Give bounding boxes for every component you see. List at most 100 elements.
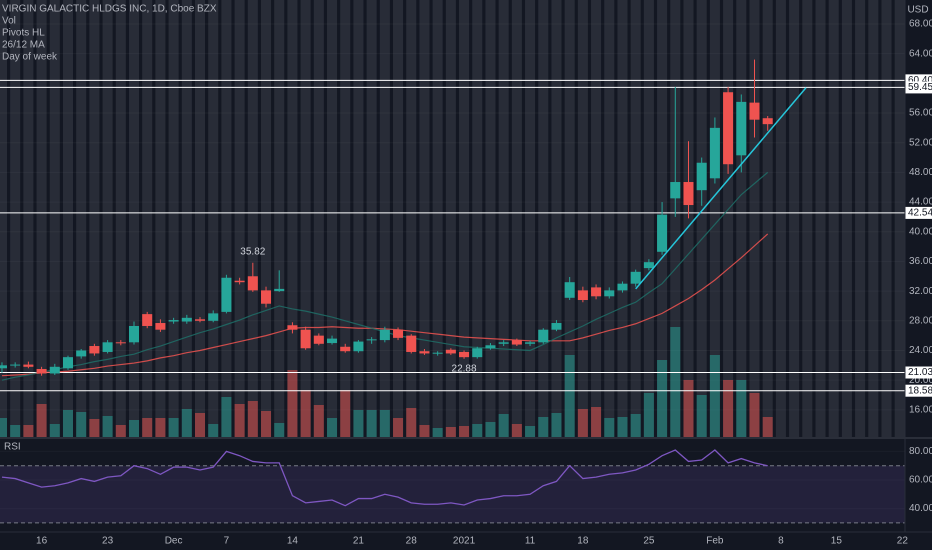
x-tick-label: 7 [224, 536, 230, 547]
candle-body [221, 277, 232, 312]
legend-entry: Pivots HL [2, 28, 45, 39]
y-tick-label: 68.00 [909, 19, 932, 30]
x-tick-label: Feb [706, 536, 724, 547]
day-stripe [366, 0, 377, 437]
candle-body [327, 338, 338, 344]
candle-body [181, 317, 192, 322]
day-stripe [76, 0, 87, 437]
volume-bar [10, 425, 21, 437]
candle-body [155, 323, 166, 330]
candle-body [511, 340, 522, 345]
day-stripe [855, 0, 866, 437]
day-stripe [287, 0, 298, 437]
y-tick-label: 20.00 [909, 375, 932, 386]
candle-body [49, 366, 60, 374]
day-stripe [10, 0, 21, 437]
pivot-label-box [905, 81, 932, 94]
candle-body [604, 290, 615, 297]
volume-bar [485, 422, 496, 437]
day-stripe [181, 0, 192, 437]
candle-body [657, 214, 668, 252]
volume-bar [604, 418, 615, 437]
day-stripe [564, 0, 575, 437]
candle-body [313, 335, 324, 344]
candle-body [0, 365, 7, 369]
price-annotation: 35.82 [240, 246, 265, 257]
day-stripe [775, 0, 786, 437]
day-stripe [221, 0, 232, 437]
day-stripe [142, 0, 153, 437]
day-stripe [670, 0, 681, 437]
volume-bar [723, 380, 734, 437]
pivot-label-box [905, 206, 932, 219]
candle-body [366, 339, 377, 341]
candle-body [128, 325, 140, 343]
day-stripe [815, 0, 826, 437]
candle-body [340, 346, 351, 352]
day-stripe [696, 0, 707, 437]
rsi-pane [0, 449, 905, 524]
candle-body [194, 319, 206, 321]
day-stripe [49, 0, 60, 437]
legend-entry: Day of week [2, 52, 58, 63]
day-stripe [538, 0, 549, 437]
volume-bar [76, 412, 87, 437]
axes: 16.00 20.00 24.00 28.00 32.00 36.00 40.00 44.00… [36, 19, 932, 547]
day-stripe [168, 0, 179, 437]
volume-bar [393, 418, 404, 437]
y-tick-label: 48.00 [909, 167, 932, 178]
candle-body [762, 118, 773, 125]
day-stripe [459, 0, 470, 437]
candle-body [115, 342, 126, 344]
day-stripe [313, 0, 324, 437]
day-stripe [208, 0, 219, 437]
volume-bar [0, 418, 7, 437]
day-stripe [353, 0, 364, 437]
candle-body [168, 320, 179, 322]
pivot-label: 60.40 [908, 75, 932, 86]
day-stripe [472, 0, 483, 437]
day-stripe [789, 0, 800, 437]
volume-bar [472, 424, 483, 437]
candle-body [62, 357, 74, 369]
price-pane: 35.82 22.88 [0, 0, 905, 437]
day-stripe [155, 0, 166, 437]
rsi-line [1, 449, 768, 507]
pivot-label: 21.03 [908, 367, 932, 378]
x-tick-label: 21 [353, 536, 365, 547]
day-stripe [577, 0, 588, 437]
volume-bar [709, 355, 720, 437]
volume-bar [274, 423, 285, 437]
candle-body [261, 290, 272, 304]
volume-bar [208, 424, 219, 437]
volume-bar [749, 393, 760, 437]
volume-bar [736, 380, 747, 437]
candle-body [591, 287, 602, 297]
volume-bar [551, 413, 562, 437]
x-tick-label: 14 [287, 536, 299, 547]
y-tick-label: 52.00 [909, 137, 932, 148]
volume-bar [459, 426, 470, 437]
day-stripe [551, 0, 562, 437]
candle-body [274, 288, 285, 292]
day-stripe [749, 0, 760, 437]
day-stripe [485, 0, 496, 437]
volume-bar [155, 418, 166, 437]
y-tick-label: 60.00 [909, 475, 932, 486]
volume-bar [168, 418, 179, 437]
day-stripe [630, 0, 641, 437]
day-stripe [234, 0, 245, 437]
x-tick-label: 18 [577, 536, 589, 547]
volume-bar [670, 327, 681, 437]
day-stripe [525, 0, 536, 437]
x-tick-label: Dec [165, 536, 183, 547]
day-stripe [723, 0, 734, 437]
day-stripe [128, 0, 140, 437]
volume-bar [327, 418, 338, 437]
candle-body [617, 283, 628, 291]
candle-body [89, 346, 100, 354]
day-stripe [432, 0, 443, 437]
x-tick-label: 16 [36, 536, 48, 547]
chart-title: VIRGIN GALACTIC HLDGS INC, 1D, Cboe BZX [2, 4, 217, 15]
day-stripe [274, 0, 285, 437]
